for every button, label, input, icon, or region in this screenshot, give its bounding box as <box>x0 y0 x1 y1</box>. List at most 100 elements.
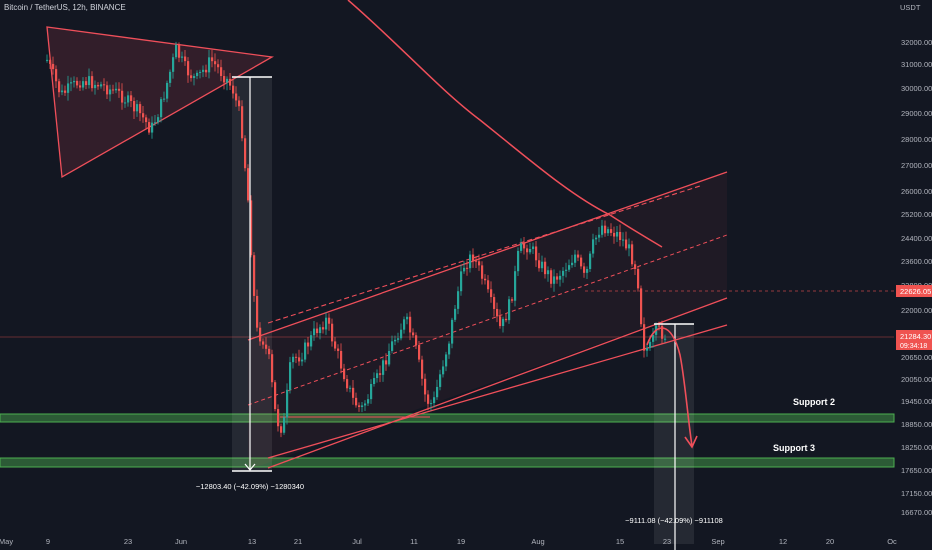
candle[interactable] <box>661 325 664 339</box>
candle[interactable] <box>484 278 487 281</box>
candle[interactable] <box>598 234 601 238</box>
candle[interactable] <box>547 270 550 275</box>
candle[interactable] <box>271 354 274 383</box>
support-3-zone[interactable] <box>0 457 895 468</box>
candle[interactable] <box>622 239 625 241</box>
candle[interactable] <box>514 271 517 301</box>
candle[interactable] <box>361 405 364 407</box>
candle[interactable] <box>331 323 334 342</box>
candle[interactable] <box>595 237 598 240</box>
candle[interactable] <box>136 104 139 112</box>
candle[interactable] <box>91 76 94 89</box>
candle[interactable] <box>466 267 469 269</box>
candle[interactable] <box>562 270 565 276</box>
candle[interactable] <box>157 117 160 123</box>
candle[interactable] <box>472 254 475 261</box>
candle[interactable] <box>616 231 619 237</box>
candle[interactable] <box>637 269 640 289</box>
candle[interactable] <box>529 248 532 253</box>
candle[interactable] <box>250 200 253 256</box>
candle[interactable] <box>481 265 484 279</box>
candle[interactable] <box>583 266 586 273</box>
candle[interactable] <box>175 44 178 58</box>
candle[interactable] <box>295 356 298 358</box>
candle[interactable] <box>115 88 118 91</box>
candle[interactable] <box>130 95 133 102</box>
candle[interactable] <box>442 366 445 375</box>
candle[interactable] <box>559 275 562 280</box>
candle[interactable] <box>403 319 406 330</box>
candle[interactable] <box>577 254 580 258</box>
candle[interactable] <box>46 59 49 61</box>
candle[interactable] <box>349 387 352 389</box>
moving-average-curve[interactable] <box>347 0 663 248</box>
candle[interactable] <box>256 295 259 328</box>
candle[interactable] <box>526 248 529 253</box>
candle[interactable] <box>364 403 367 406</box>
candle[interactable] <box>463 267 466 272</box>
candle[interactable] <box>460 271 463 292</box>
candle[interactable] <box>619 231 622 241</box>
candle[interactable] <box>154 122 157 124</box>
candle[interactable] <box>397 338 400 340</box>
candle[interactable] <box>298 357 301 362</box>
candle[interactable] <box>376 373 379 379</box>
candle[interactable] <box>592 239 595 254</box>
candle[interactable] <box>421 359 424 379</box>
candle[interactable] <box>487 280 490 290</box>
candle[interactable] <box>346 379 349 389</box>
candle[interactable] <box>538 260 541 269</box>
candle[interactable] <box>301 359 304 362</box>
candle[interactable] <box>169 71 172 83</box>
candle[interactable] <box>568 265 571 270</box>
candle[interactable] <box>520 243 523 251</box>
candle[interactable] <box>79 85 82 88</box>
candle[interactable] <box>373 378 376 385</box>
candle[interactable] <box>502 318 505 327</box>
candle[interactable] <box>163 98 166 100</box>
candle[interactable] <box>193 76 196 79</box>
candle[interactable] <box>388 350 391 365</box>
candle[interactable] <box>418 345 421 360</box>
candle[interactable] <box>274 382 277 410</box>
candle[interactable] <box>229 78 232 86</box>
candle[interactable] <box>280 426 283 433</box>
candle[interactable] <box>106 85 109 95</box>
channel-upper-line[interactable] <box>247 171 728 341</box>
candle[interactable] <box>187 61 190 76</box>
candle[interactable] <box>109 89 112 95</box>
candle[interactable] <box>628 244 631 249</box>
candle[interactable] <box>304 342 307 360</box>
candle[interactable] <box>553 276 556 284</box>
candle[interactable] <box>208 57 211 73</box>
candle[interactable] <box>181 56 184 58</box>
candle[interactable] <box>184 56 187 62</box>
candle[interactable] <box>307 342 310 347</box>
candle[interactable] <box>643 324 646 351</box>
candle[interactable] <box>436 386 439 398</box>
candle[interactable] <box>601 225 604 235</box>
candle[interactable] <box>475 260 478 262</box>
candle[interactable] <box>607 229 610 234</box>
candle[interactable] <box>112 89 115 91</box>
candle[interactable] <box>406 316 409 320</box>
candle[interactable] <box>469 254 472 269</box>
candle[interactable] <box>142 113 145 118</box>
candle[interactable] <box>220 67 223 77</box>
candle[interactable] <box>178 44 181 58</box>
candle[interactable] <box>133 101 136 112</box>
candle[interactable] <box>664 338 667 340</box>
candle[interactable] <box>532 246 535 249</box>
candle[interactable] <box>394 339 397 342</box>
candle[interactable] <box>391 341 394 351</box>
candle[interactable] <box>640 288 643 325</box>
candle[interactable] <box>286 389 289 418</box>
candle[interactable] <box>100 84 103 87</box>
candle[interactable] <box>412 332 415 336</box>
candle[interactable] <box>334 341 337 349</box>
candle[interactable] <box>97 84 100 87</box>
candle[interactable] <box>382 360 385 375</box>
candle[interactable] <box>379 373 382 375</box>
candle[interactable] <box>445 354 448 367</box>
